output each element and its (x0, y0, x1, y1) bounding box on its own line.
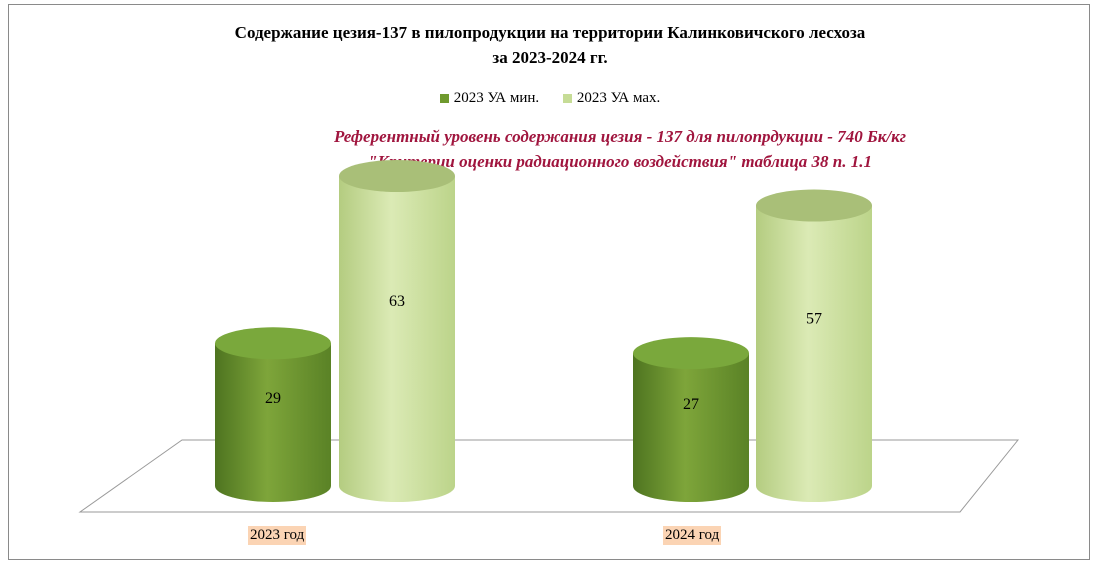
data-label: 57 (806, 310, 822, 327)
reference-annotation: Референтный уровень содержания цезия - 1… (200, 124, 1040, 174)
legend-label-max: 2023 УА мах. (576, 90, 661, 106)
chart-title-line1: Содержание цезия-137 в пилопродукции на … (234, 23, 866, 42)
legend-swatch-min (439, 94, 449, 103)
bar-top (633, 337, 749, 370)
legend-item-min: 2023 УА мин. (439, 90, 540, 107)
bar-min-0: 29 (215, 327, 331, 502)
bar-top (756, 189, 872, 222)
data-label: 63 (389, 293, 405, 310)
bar-top (339, 160, 455, 192)
data-label: 29 (265, 390, 281, 407)
reference-annotation-line2: "Критерии оценки радиационного воздейств… (368, 152, 872, 171)
legend: 2023 УА мин. 2023 УА мах. (0, 90, 1100, 108)
bar-body (215, 343, 331, 502)
reference-annotation-line1: Референтный уровень содержания цезия - 1… (333, 127, 906, 146)
bar-body (339, 176, 455, 502)
bar-min-1: 27 (633, 337, 749, 502)
category-label-2023: 2023 год (248, 526, 307, 545)
legend-label-min: 2023 УА мин. (453, 90, 540, 106)
chart-title: Содержание цезия-137 в пилопродукции на … (0, 20, 1100, 70)
chart-title-line2: за 2023-2024 гг. (492, 48, 608, 67)
bar-body (756, 205, 872, 502)
legend-swatch-max (562, 94, 572, 103)
data-label: 27 (683, 396, 699, 413)
category-label-2024: 2024 год (663, 526, 722, 545)
bar-body (633, 353, 749, 502)
bar-top (215, 327, 331, 360)
bar-max-0: 63 (339, 160, 455, 502)
bar-max-1: 57 (756, 189, 872, 502)
legend-item-max: 2023 УА мах. (562, 90, 661, 107)
